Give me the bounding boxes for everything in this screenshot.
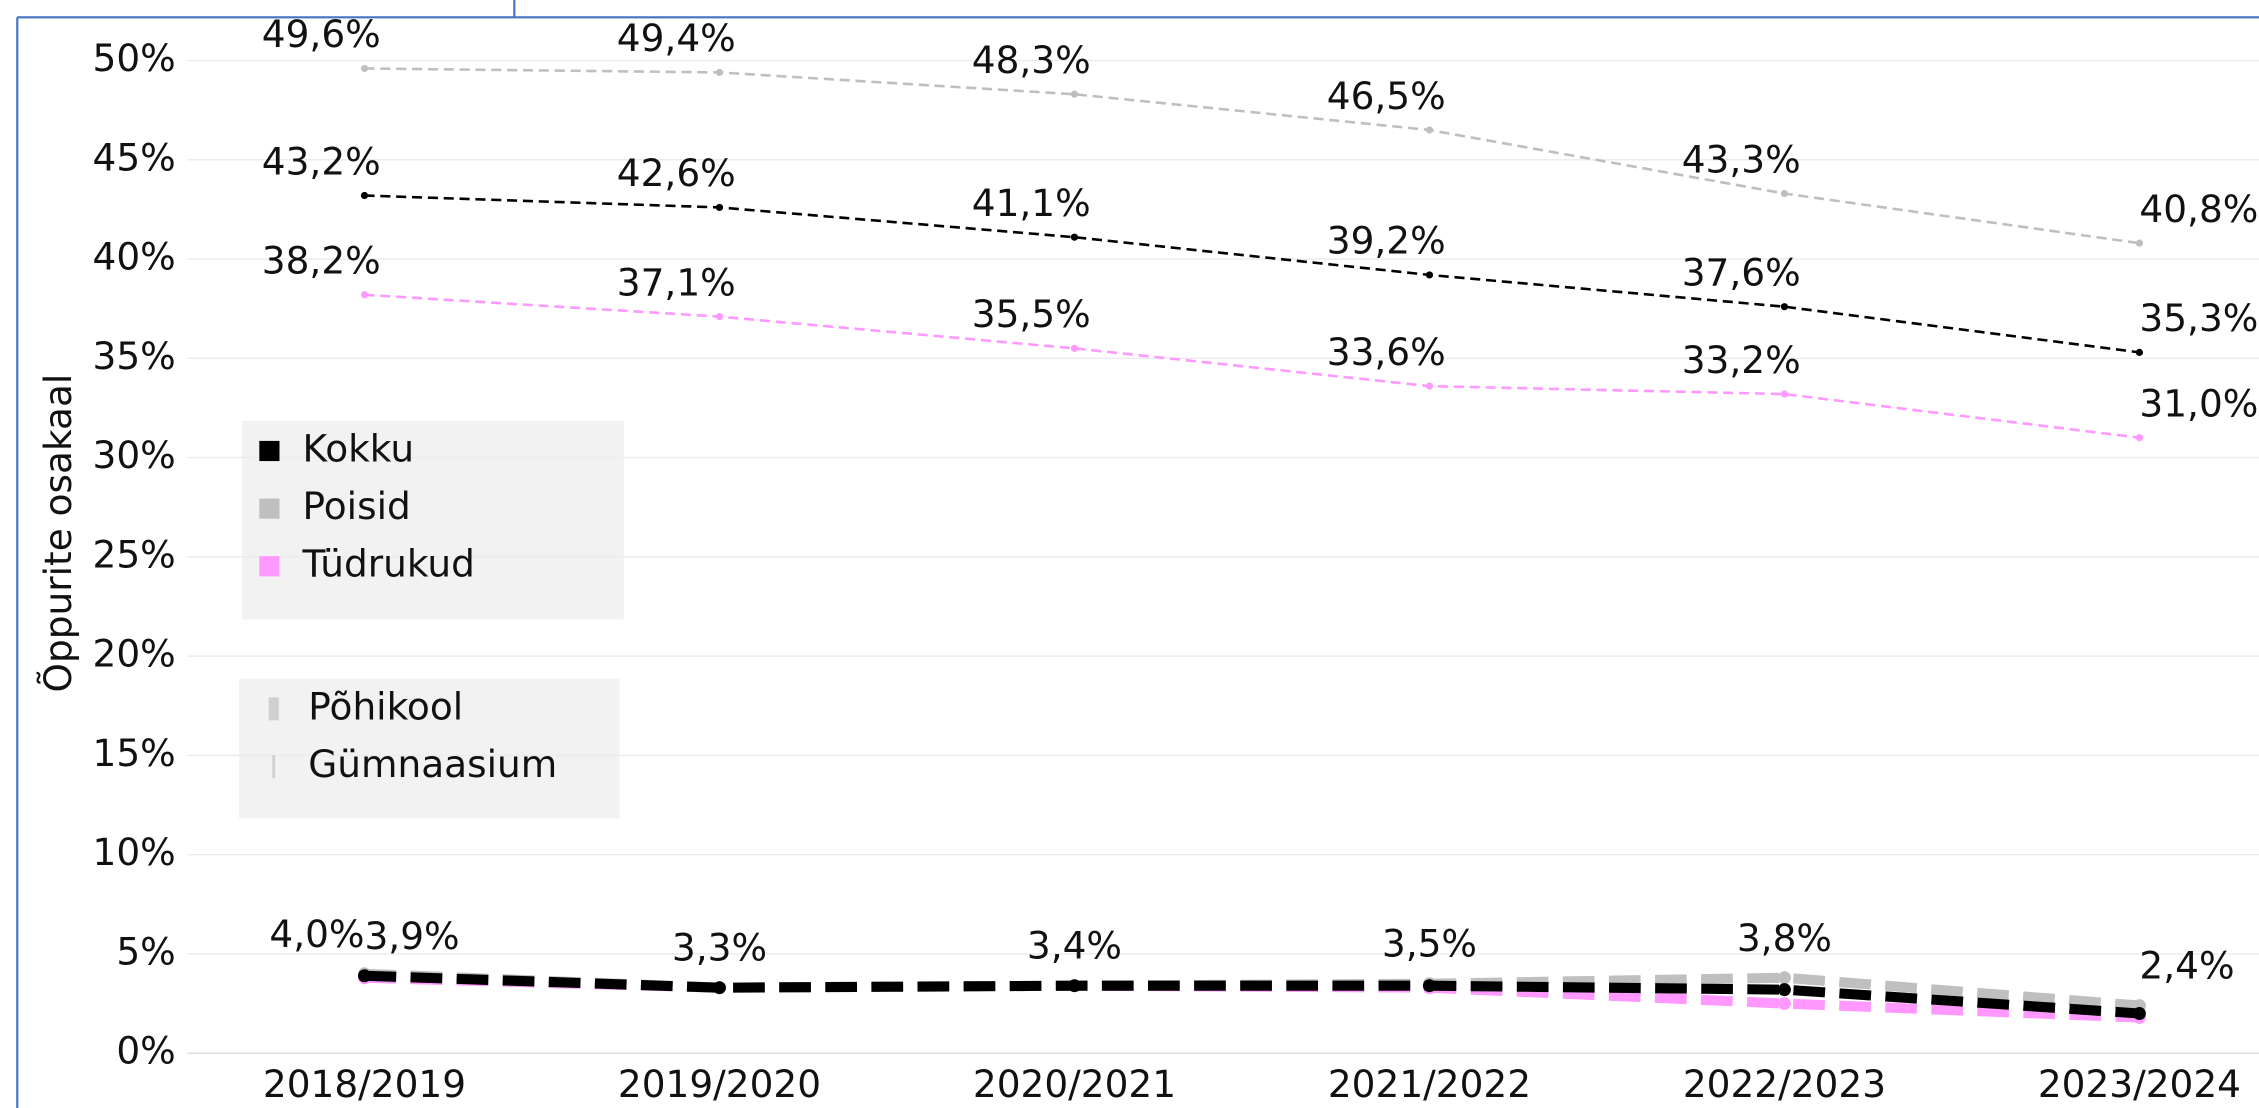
legend-label: Kokku	[303, 426, 415, 470]
y-axis-label: Õppurite osakaal	[36, 374, 80, 693]
point	[358, 969, 371, 983]
point	[1070, 344, 1079, 352]
x-tick-label: 2020/2021	[973, 1062, 1176, 1106]
legend-label: Tüdrukud	[302, 542, 475, 586]
point	[360, 291, 369, 299]
y-tick-label: 10%	[93, 830, 176, 874]
y-tick-label: 25%	[93, 532, 176, 576]
y-tick-label: 15%	[93, 731, 176, 775]
point	[360, 191, 369, 200]
point	[1425, 126, 1434, 134]
data-label: 3,5%	[1382, 922, 1477, 966]
point	[1777, 983, 1791, 997]
data-label: 33,2%	[1682, 338, 1801, 382]
point	[1780, 189, 1789, 198]
data-label: 37,1%	[617, 260, 736, 304]
legend-label: Poisid	[303, 484, 411, 528]
legend-box	[242, 420, 624, 620]
point	[715, 313, 724, 321]
line	[364, 67, 2140, 245]
point	[712, 981, 726, 995]
data-label: 48,3%	[972, 38, 1091, 82]
legend-box	[239, 678, 620, 819]
x-tick-label: 2022/2023	[1683, 1062, 1886, 1106]
data-label: 49,4%	[617, 16, 736, 60]
legend-swatch	[259, 440, 280, 462]
y-tick-label: 45%	[93, 135, 176, 179]
y-tick-label: 20%	[93, 632, 176, 676]
data-label: 43,2%	[262, 139, 381, 183]
data-label: 40,8%	[2139, 187, 2258, 231]
data-label: 3,9%	[364, 914, 459, 958]
point	[1425, 271, 1434, 279]
point	[1067, 979, 1081, 993]
data-label: 31,0%	[2139, 382, 2258, 426]
point	[1777, 971, 1791, 985]
line	[364, 194, 2140, 354]
data-label: 35,5%	[972, 292, 1091, 336]
legend	[239, 420, 624, 819]
point	[1422, 979, 1436, 993]
point	[1777, 997, 1791, 1011]
y-tick-label: 35%	[93, 334, 176, 378]
data-label: 2,4%	[2139, 944, 2234, 988]
y-tick-label: 0%	[116, 1029, 175, 1073]
point	[2132, 1007, 2146, 1020]
data-label: 39,2%	[1327, 219, 1446, 263]
data-label: 35,3%	[2139, 296, 2258, 340]
y-tick-label: 5%	[116, 929, 175, 973]
legend-swatch	[259, 498, 280, 519]
data-label: 3,4%	[1027, 924, 1122, 968]
x-tick-label: 2021/2022	[1328, 1062, 1531, 1106]
point	[715, 203, 724, 212]
data-label: 46,5%	[1327, 74, 1446, 118]
point	[2135, 348, 2144, 356]
line	[364, 293, 2140, 440]
data-label: 37,6%	[1682, 251, 1801, 295]
point	[1780, 390, 1789, 398]
point	[360, 64, 369, 73]
data-label: 41,1%	[972, 181, 1091, 225]
x-tick-label: 2023/2024	[2038, 1062, 2241, 1106]
data-label: 33,6%	[1327, 330, 1446, 374]
point	[1070, 90, 1079, 98]
legend-label: Gümnaasium	[308, 742, 557, 786]
data-label: 3,3%	[672, 926, 767, 970]
data-label: 42,6%	[617, 151, 736, 195]
x-tick-label: 2019/2020	[618, 1062, 821, 1106]
point	[715, 68, 724, 77]
data-label: 3,8%	[1737, 916, 1832, 960]
point	[1425, 382, 1434, 390]
data-label: 43,3%	[1682, 137, 1801, 181]
data-label: 38,2%	[262, 239, 381, 283]
point	[1070, 233, 1079, 241]
point	[2135, 434, 2144, 442]
x-tick-label: 2018/2019	[263, 1062, 466, 1106]
y-tick-label: 30%	[93, 433, 176, 477]
point	[2135, 239, 2144, 247]
y-tick-label: 40%	[93, 235, 176, 279]
data-label: 49,6%	[262, 12, 381, 56]
point	[1780, 303, 1789, 311]
legend-swatch	[259, 556, 280, 577]
legend-label: Põhikool	[308, 684, 463, 728]
data-label: 4,0%	[269, 912, 364, 956]
line	[364, 970, 2140, 1019]
y-tick-label: 50%	[93, 36, 176, 80]
